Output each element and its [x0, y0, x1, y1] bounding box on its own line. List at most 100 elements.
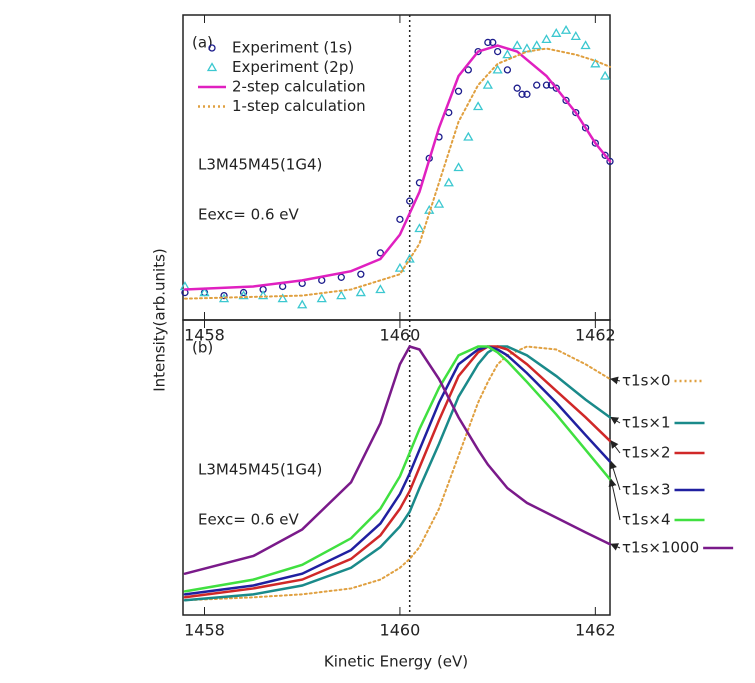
legend-item: Experiment (1s)	[208, 39, 353, 57]
data-point	[570, 31, 581, 40]
data-point	[503, 66, 512, 74]
data-point	[599, 70, 611, 80]
data-point	[552, 84, 560, 92]
data-point	[406, 197, 414, 205]
x-axis-label: Kinetic Energy (eV)	[324, 653, 468, 671]
x-tick-label: 1462	[575, 621, 616, 640]
data-point	[355, 287, 366, 297]
legend-pointer	[610, 440, 621, 454]
data-point	[463, 131, 474, 141]
data-point	[513, 84, 521, 92]
data-point	[472, 101, 484, 111]
legend-pointer	[610, 543, 621, 551]
data-point	[484, 38, 492, 47]
legend-pointer	[609, 460, 621, 491]
data-point	[591, 139, 599, 147]
data-point	[238, 290, 249, 300]
panel-label: (a)	[192, 34, 213, 52]
data-point	[518, 90, 526, 98]
legend-item: τ1s×1000	[610, 539, 734, 557]
data-point	[199, 287, 210, 297]
data-line	[183, 345, 611, 602]
data-line	[183, 345, 612, 575]
legend-label: τ1s×1	[622, 414, 671, 432]
legend-label: 2-step calculation	[232, 78, 366, 96]
legend-item: Experiment (2p)	[206, 58, 354, 76]
data-point	[580, 40, 591, 50]
x-tick-label: 1460	[380, 326, 421, 345]
data-point	[606, 157, 614, 166]
data-point	[394, 262, 406, 272]
data-point	[239, 288, 248, 297]
data-point	[542, 81, 551, 89]
legend-item: τ1s×2	[610, 440, 705, 462]
data-point	[560, 24, 572, 34]
data-point	[258, 290, 269, 300]
legend-item: τ1s×1	[610, 414, 705, 432]
data-line	[183, 44, 612, 291]
data-point	[489, 38, 497, 47]
annotation: Eexc= 0.6 eV	[198, 511, 299, 529]
annotation: L3M45M45(1G4)	[198, 156, 322, 174]
legend-pointer	[610, 416, 621, 425]
legend-marker	[208, 44, 216, 52]
data-point	[454, 87, 463, 95]
legend-label: τ1s×1000	[622, 539, 699, 557]
y-axis-label: Intensity(arb.units)	[151, 248, 169, 392]
data-point	[601, 151, 609, 159]
data-point	[464, 66, 472, 74]
data-point	[433, 198, 445, 208]
legend-label: τ1s×2	[622, 444, 671, 462]
data-point	[220, 291, 228, 300]
data-point	[414, 223, 425, 233]
data-point	[523, 90, 531, 98]
data-point	[316, 293, 327, 303]
data-point	[376, 249, 385, 257]
annotation: Eexc= 0.6 eV	[198, 206, 299, 224]
legend-label: τ1s×0	[622, 372, 671, 390]
legend-label: τ1s×3	[622, 481, 671, 499]
data-point	[404, 253, 415, 263]
legend-label: Experiment (1s)	[232, 39, 353, 57]
data-point	[482, 79, 493, 89]
legend-item: τ1s×3	[609, 460, 705, 499]
annotation: L3M45M45(1G4)	[198, 461, 322, 479]
data-point	[533, 81, 541, 89]
legend-label: Experiment (2p)	[232, 58, 354, 76]
legend-item: 1-step calculation	[198, 97, 366, 115]
data-line	[183, 47, 611, 300]
data-point	[336, 290, 347, 300]
data-point	[279, 282, 287, 291]
x-tick-label: 1458	[184, 621, 225, 640]
legend-label: τ1s×4	[622, 511, 671, 529]
legend-pointer	[608, 478, 621, 521]
data-point	[337, 273, 345, 281]
legend-pointer	[610, 376, 621, 385]
data-point	[453, 162, 464, 172]
x-tick-label: 1460	[380, 621, 421, 640]
x-tick-label: 1462	[575, 326, 616, 345]
data-point	[357, 270, 365, 278]
data-line	[183, 345, 612, 596]
data-point	[443, 177, 454, 187]
legend-item: τ1s×0	[610, 372, 705, 390]
data-line	[183, 345, 612, 593]
data-point	[297, 299, 308, 309]
legend-marker	[206, 62, 218, 72]
legend-label: 1-step calculation	[232, 97, 366, 115]
data-point	[551, 27, 562, 37]
data-point	[562, 96, 570, 105]
data-point	[502, 49, 513, 59]
data-point	[375, 284, 386, 294]
data-point	[396, 215, 404, 224]
legend-item: 2-step calculation	[198, 78, 366, 96]
data-point	[581, 124, 590, 132]
x-tick-label: 1458	[184, 326, 225, 345]
data-point	[590, 58, 601, 68]
panel-label: (b)	[192, 339, 213, 357]
data-point	[572, 108, 580, 117]
data-point	[493, 47, 502, 56]
data-point	[492, 64, 503, 74]
data-point	[531, 40, 542, 50]
